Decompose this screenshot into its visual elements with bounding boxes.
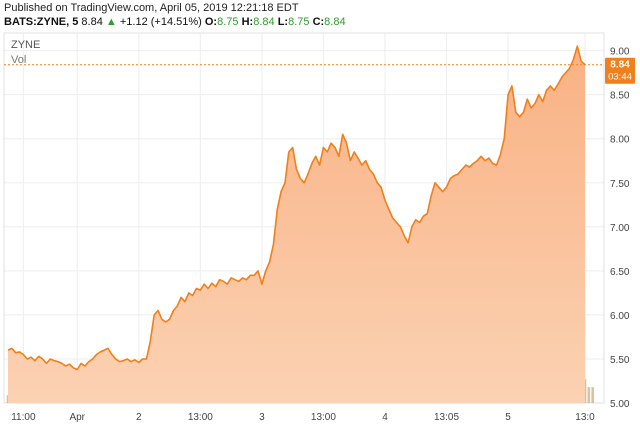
last-price: 8.84	[81, 16, 103, 28]
symbol-header: BATS:ZYNE, 5 8.84 ▲ +1.12 (+14.51%) O:8.…	[4, 16, 346, 28]
time-axis[interactable]: 11:00 Apr 2 13:00 3 13:00 4 13:05 5 13:0	[11, 412, 595, 423]
x-tick-label: 13:0	[575, 412, 595, 423]
published-caption: Published on TradingView.com, April 05, …	[4, 2, 299, 14]
x-tick-label: 13:00	[311, 412, 336, 423]
close-label: C:	[312, 16, 325, 28]
volume-bar	[6, 395, 10, 403]
x-tick-label: 3	[259, 412, 265, 423]
open-label: O:	[204, 16, 218, 28]
y-tick-label: 8.50	[610, 91, 630, 102]
legend-ticker: ZYNE	[11, 39, 40, 51]
x-tick-label: 11:00	[11, 412, 36, 423]
low-value: 8.75	[288, 16, 310, 28]
high-value: 8.84	[253, 16, 275, 28]
legend-volume: Vol	[11, 54, 26, 66]
last-price-badge: 8.84 03:44	[605, 57, 635, 84]
x-tick-label: 2	[136, 412, 142, 423]
x-tick-label: Apr	[69, 412, 85, 423]
volume-bar	[591, 387, 594, 403]
y-tick-label: 5.50	[610, 355, 630, 366]
y-tick-label: 9.00	[610, 47, 630, 58]
price-change: +1.12 (+14.51%)	[119, 16, 202, 28]
y-tick-label: 7.00	[610, 223, 630, 234]
price-line	[7, 45, 586, 371]
y-tick-label: 6.50	[610, 267, 630, 278]
volume-bar	[587, 387, 591, 403]
x-tick-label: 5	[505, 412, 511, 423]
y-tick-label: 5.00	[610, 399, 630, 410]
price-axis[interactable]: 9.00 8.50 8.00 7.50 7.00 6.50 6.00 5.50 5.00	[610, 47, 630, 410]
low-label: L:	[277, 16, 289, 28]
symbol-name: BATS:ZYNE, 5	[4, 16, 79, 28]
y-tick-label: 8.00	[610, 135, 630, 146]
badge-price: 8.84	[610, 60, 630, 71]
price-area	[8, 46, 585, 403]
y-tick-label: 7.50	[610, 179, 630, 190]
badge-countdown: 03:44	[608, 72, 632, 83]
open-value: 8.75	[217, 16, 239, 28]
x-tick-label: 13:05	[434, 412, 459, 423]
x-tick-label: 13:00	[188, 412, 213, 423]
up-arrow-icon: ▲	[105, 16, 117, 28]
close-value: 8.84	[324, 16, 346, 28]
x-tick-label: 4	[382, 412, 388, 423]
y-tick-label: 6.00	[610, 311, 630, 322]
high-label: H:	[241, 16, 254, 28]
